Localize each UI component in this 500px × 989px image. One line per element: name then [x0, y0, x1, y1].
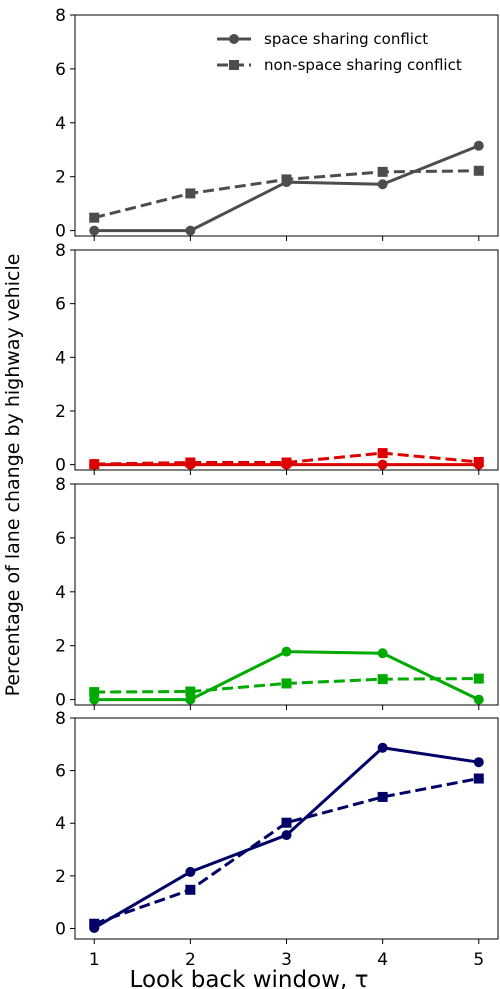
y-tick-label: 0	[55, 222, 66, 242]
x-tick-label: 1	[89, 950, 100, 970]
axes-frame	[74, 14, 499, 237]
shared-y-axis-label: Percentage of lane change by highway veh…	[2, 254, 24, 697]
data-point-circle	[185, 866, 196, 877]
series-line-2	[93, 777, 480, 926]
y-tick-label: 2	[55, 867, 66, 887]
data-point-circle	[473, 757, 484, 768]
legend-label-1: space sharing conflict	[264, 30, 428, 48]
data-point-circle	[185, 225, 196, 236]
legend-marker-circle	[229, 34, 239, 44]
data-point-square	[377, 448, 388, 459]
y-tick-label: 6	[55, 295, 66, 315]
data-point-circle	[377, 648, 388, 659]
y-tick-label: 6	[55, 529, 66, 549]
axes-frame	[74, 249, 499, 471]
data-point-square	[377, 791, 388, 802]
y-tick-label: 8	[55, 709, 66, 729]
series-line-1	[94, 144, 480, 233]
data-point-square	[89, 918, 100, 929]
data-point-square	[89, 459, 100, 470]
legend: space sharing conflict non-space sharing …	[217, 30, 462, 74]
panels: 0 2 4 6 8 space sharing conflict non-space sha…	[55, 6, 499, 970]
data-point-square	[377, 166, 388, 177]
data-point-square	[281, 678, 292, 689]
panel-2: 0 2 4 6 8	[55, 241, 499, 476]
data-point-square	[281, 174, 292, 185]
shared-x-axis-label: Look back window, τ	[130, 967, 369, 989]
y-tick-label: 8	[55, 6, 66, 26]
data-point-square	[185, 188, 196, 199]
y-tick-label: 4	[55, 348, 66, 368]
data-point-circle	[473, 140, 484, 151]
x-tick-label: 5	[473, 950, 484, 970]
legend-label-2: non-space sharing conflict	[264, 56, 462, 74]
y-tick-label: 0	[55, 691, 66, 711]
data-point-square	[281, 457, 292, 468]
legend-marker-square	[229, 60, 239, 70]
data-point-square	[89, 212, 100, 223]
data-point-square	[185, 457, 196, 468]
data-point-circle	[185, 694, 196, 705]
y-tick-label: 6	[55, 60, 66, 80]
y-tick-label: 6	[55, 762, 66, 782]
y-tick-label: 0	[55, 456, 66, 476]
y-tick-label: 8	[55, 475, 66, 495]
x-tick-label: 4	[377, 950, 388, 970]
y-tick-label: 4	[55, 114, 66, 134]
y-tick-label: 0	[55, 919, 66, 939]
data-point-circle	[281, 646, 292, 657]
data-point-circle	[281, 830, 292, 841]
data-point-circle	[89, 225, 100, 236]
panel-4: 0 2 4 6 8 1 2 3 4 5	[55, 709, 499, 970]
data-point-circle	[377, 179, 388, 190]
data-point-square	[185, 884, 196, 895]
data-point-circle	[473, 694, 484, 705]
data-point-square	[185, 686, 196, 697]
data-point-square	[473, 773, 484, 784]
y-tick-label: 8	[55, 241, 66, 261]
data-point-circle	[89, 694, 100, 705]
panel-3: 0 2 4 6 8	[55, 475, 499, 711]
axes-frame	[74, 483, 499, 706]
data-point-square	[473, 165, 484, 176]
y-tick-label: 4	[55, 814, 66, 834]
data-point-square	[473, 673, 484, 684]
data-point-circle	[377, 742, 388, 753]
data-point-square	[281, 817, 292, 828]
data-point-square	[377, 674, 388, 685]
panel-1: 0 2 4 6 8 space sharing conflict non-space sha…	[55, 6, 499, 242]
y-tick-label: 2	[55, 168, 66, 188]
x-tick-label: 3	[281, 950, 292, 970]
axes-frame	[74, 717, 499, 940]
y-tick-label: 2	[55, 637, 66, 657]
data-point-square	[89, 687, 100, 698]
x-tick-label: 2	[185, 950, 196, 970]
y-tick-label: 2	[55, 402, 66, 422]
data-point-circle	[377, 459, 388, 470]
y-tick-label: 4	[55, 583, 66, 603]
data-point-square	[473, 456, 484, 467]
